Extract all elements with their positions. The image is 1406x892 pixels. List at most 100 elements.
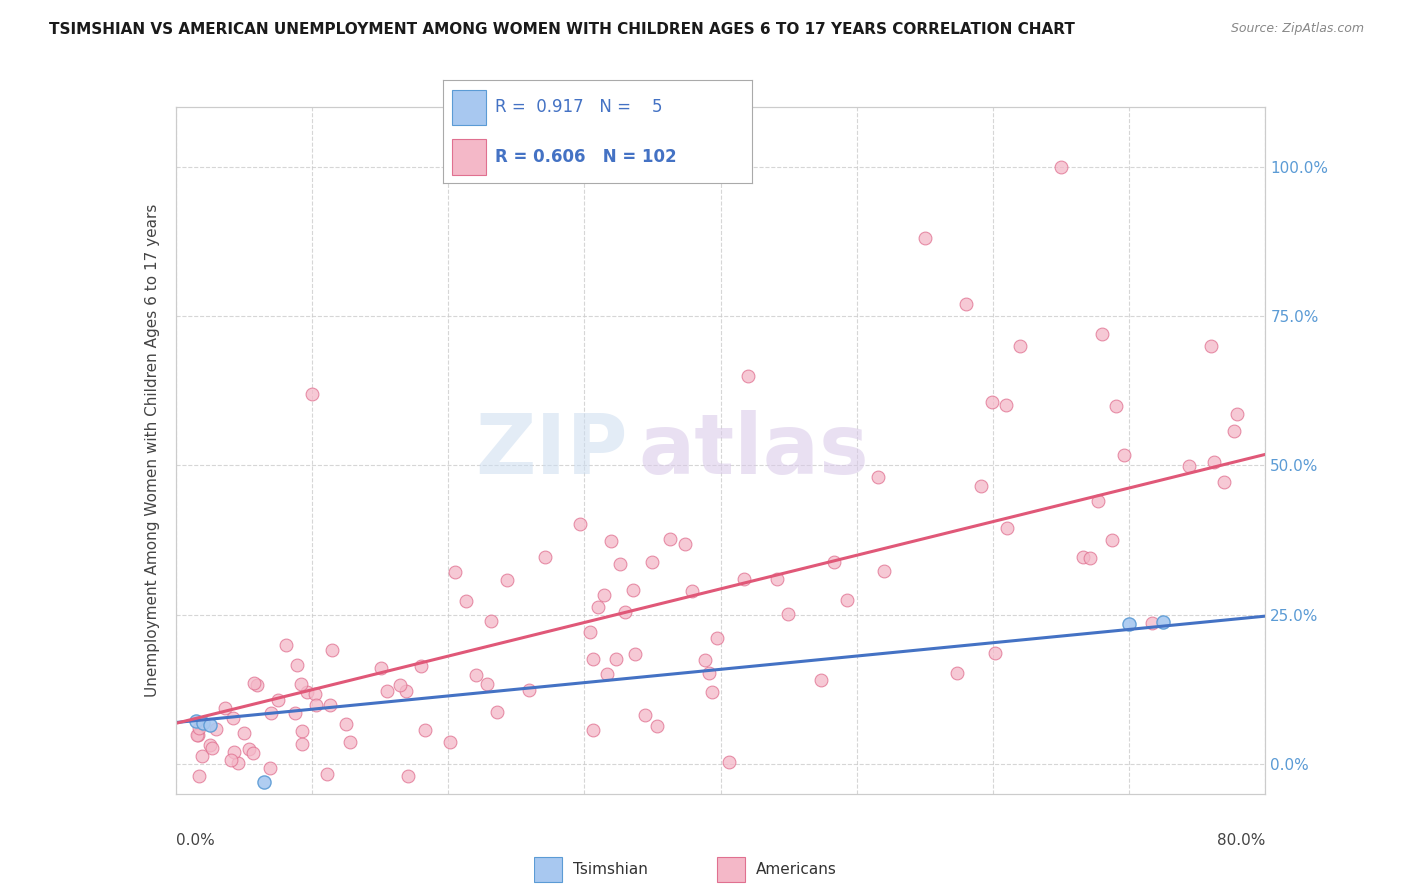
Text: Americans: Americans [756,862,837,877]
Text: 80.0%: 80.0% [1218,833,1265,847]
Text: R =  0.917   N =    5: R = 0.917 N = 5 [495,98,664,117]
Text: Source: ZipAtlas.com: Source: ZipAtlas.com [1230,22,1364,36]
Point [413,723,436,737]
Point [1226,407,1249,421]
Point [695,653,717,667]
Point [1087,494,1109,508]
Point [389,678,412,692]
Point [1177,459,1199,474]
Point [1213,475,1236,490]
FancyBboxPatch shape [453,89,486,126]
Point [187,769,209,783]
Point [835,593,858,607]
Point [634,707,657,722]
Point [188,721,211,735]
Point [496,573,519,587]
Point [675,536,697,550]
Text: 0.0%: 0.0% [176,833,215,847]
Point [641,555,664,569]
Point [1071,549,1094,564]
Point [226,756,249,770]
Point [290,677,312,691]
Point [579,625,602,640]
Point [582,723,605,737]
Point [1091,326,1114,341]
Point [1101,533,1123,547]
Point [259,760,281,774]
Point [810,673,832,687]
Point [706,631,728,645]
Point [479,614,502,628]
Point [697,666,720,681]
Point [737,368,759,383]
Point [191,749,214,764]
FancyBboxPatch shape [453,139,486,175]
Y-axis label: Unemployment Among Women with Children Ages 6 to 17 years: Unemployment Among Women with Children A… [145,203,160,698]
Point [624,648,647,662]
Point [1010,339,1032,353]
Point [614,605,637,619]
Point [291,724,314,739]
Point [370,660,392,674]
Point [186,727,208,741]
Point [700,685,723,699]
Text: R = 0.606   N = 102: R = 0.606 N = 102 [495,148,678,166]
Point [222,745,245,759]
Point [285,657,308,672]
Point [1204,454,1226,468]
Point [568,516,591,531]
Point [187,728,209,742]
Point [316,767,339,781]
Point [981,395,1004,409]
Point [609,557,631,571]
Point [866,470,889,484]
Point [596,667,619,681]
Point [260,706,283,720]
Point [339,735,361,749]
FancyBboxPatch shape [534,856,562,881]
Point [914,231,936,245]
Point [776,607,799,621]
Text: atlas: atlas [638,410,869,491]
Point [1152,615,1174,629]
Point [1223,424,1246,438]
Point [1112,448,1135,462]
Point [477,677,499,691]
Point [659,532,682,546]
Point [645,719,668,733]
Point [221,753,243,767]
Point [291,737,314,751]
Point [243,676,266,690]
Point [305,698,328,713]
Point [222,711,245,725]
Point [321,643,343,657]
Point [464,667,486,681]
Point [588,600,610,615]
Point [214,701,236,715]
Point [582,652,605,666]
Point [718,755,741,769]
Point [733,572,755,586]
Point [444,565,467,579]
Text: ZIP: ZIP [475,410,628,491]
Point [534,550,557,565]
Point [204,722,226,736]
Point [246,678,269,692]
Point [983,646,1005,660]
Point [605,652,627,666]
Point [593,588,616,602]
Point [1199,339,1222,353]
Point [186,714,208,728]
Point [1118,616,1140,631]
Point [766,572,789,586]
Point [970,478,993,492]
Point [946,666,969,681]
Point [621,583,644,598]
Text: Tsimshian: Tsimshian [574,862,648,877]
Point [304,687,326,701]
Point [253,775,276,789]
Point [395,684,418,698]
Text: TSIMSHIAN VS AMERICAN UNEMPLOYMENT AMONG WOMEN WITH CHILDREN AGES 6 TO 17 YEARS : TSIMSHIAN VS AMERICAN UNEMPLOYMENT AMONG… [49,22,1076,37]
Point [409,659,432,673]
Point [955,297,977,311]
